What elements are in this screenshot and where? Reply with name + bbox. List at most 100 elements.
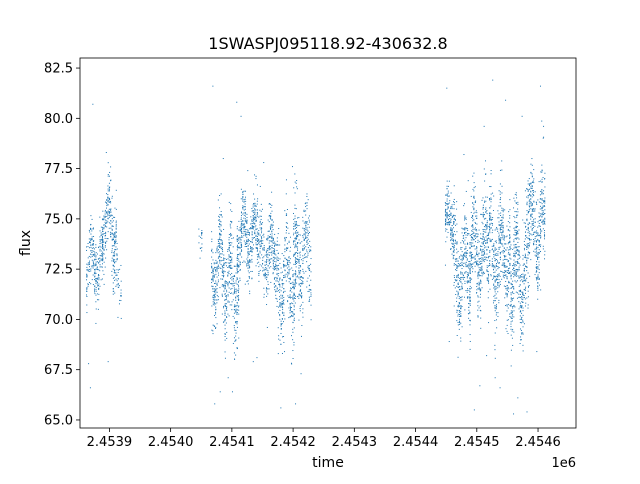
data-point [253, 237, 255, 239]
data-point [92, 103, 94, 105]
data-point [212, 259, 214, 261]
data-point [522, 291, 524, 293]
data-point [253, 203, 255, 205]
data-point [101, 253, 103, 255]
data-point [91, 236, 93, 238]
data-point [240, 242, 242, 244]
data-point [231, 252, 233, 254]
data-point [453, 263, 455, 265]
data-point [106, 249, 108, 251]
data-point [255, 225, 257, 227]
data-point [540, 205, 542, 207]
data-point [219, 226, 221, 228]
data-point [526, 188, 528, 190]
data-point [482, 248, 484, 250]
data-point [239, 236, 241, 238]
data-point [519, 275, 521, 277]
data-point [497, 275, 499, 277]
data-point [445, 218, 447, 220]
data-point [299, 234, 301, 236]
data-point [279, 262, 281, 264]
data-point [451, 225, 453, 227]
data-point [473, 195, 475, 197]
data-point [469, 248, 471, 250]
data-point [106, 222, 108, 224]
data-point [510, 282, 512, 284]
data-point [306, 243, 308, 245]
data-point [232, 277, 234, 279]
data-point [232, 275, 234, 277]
data-point [529, 242, 531, 244]
data-point [91, 256, 93, 258]
data-point [512, 328, 514, 330]
data-point [511, 310, 513, 312]
data-point [473, 219, 475, 221]
data-point [522, 299, 524, 301]
data-point [493, 300, 495, 302]
data-point [251, 247, 253, 249]
data-point [457, 295, 459, 297]
data-point [445, 230, 447, 232]
data-point [109, 199, 111, 201]
data-point [506, 278, 508, 280]
data-point [512, 269, 514, 271]
data-point [483, 239, 485, 241]
data-point [267, 253, 269, 255]
data-point [514, 211, 516, 213]
data-point [251, 220, 253, 222]
data-point [520, 290, 522, 292]
data-point [513, 287, 515, 289]
data-point [221, 242, 223, 244]
data-point [509, 304, 511, 306]
y-tick-label: 77.5 [44, 162, 73, 177]
data-point [87, 264, 89, 266]
data-point [530, 218, 532, 220]
data-point [293, 287, 295, 289]
data-point [531, 216, 533, 218]
data-point [484, 272, 486, 274]
data-point [457, 310, 459, 312]
data-point [286, 213, 288, 215]
data-point [449, 221, 451, 223]
data-point [102, 251, 104, 253]
data-point [289, 250, 291, 252]
data-point [489, 240, 491, 242]
data-point [230, 220, 232, 222]
data-point [266, 269, 268, 271]
data-point [268, 242, 270, 244]
data-point [279, 298, 281, 300]
data-point [265, 289, 267, 291]
data-point [280, 290, 282, 292]
data-point [538, 277, 540, 279]
data-point [544, 250, 546, 252]
data-point [544, 209, 546, 211]
data-point [235, 299, 237, 301]
data-point [521, 316, 523, 318]
data-point [482, 215, 484, 217]
data-point [100, 239, 102, 241]
data-point [459, 315, 461, 317]
data-point [536, 278, 538, 280]
data-point [531, 196, 533, 198]
data-point [460, 307, 462, 309]
data-point [461, 240, 463, 242]
data-point [301, 295, 303, 297]
data-point [307, 223, 309, 225]
data-point [305, 225, 307, 227]
data-point [486, 270, 488, 272]
data-point [498, 190, 500, 192]
data-point [475, 241, 477, 243]
data-point [273, 258, 275, 260]
data-point [470, 211, 472, 213]
data-point [492, 79, 494, 81]
data-point [444, 224, 446, 226]
data-point [102, 257, 104, 259]
data-point [269, 227, 271, 229]
data-point [481, 257, 483, 259]
data-point [494, 258, 496, 260]
data-point [257, 235, 259, 237]
data-point [212, 252, 214, 254]
data-point [524, 298, 526, 300]
data-point [456, 285, 458, 287]
data-point [101, 236, 103, 238]
